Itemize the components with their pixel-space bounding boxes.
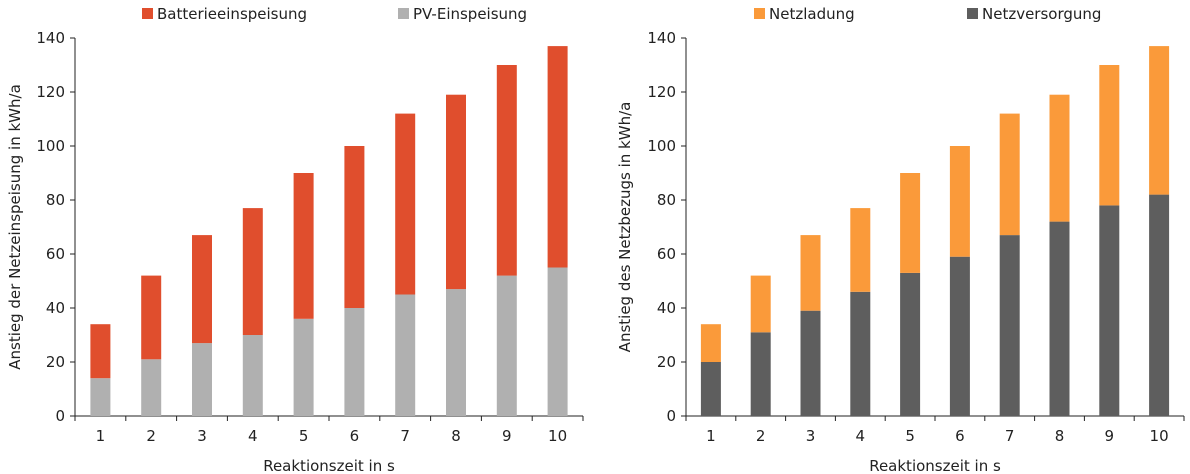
y-tick-label: 100 — [36, 137, 65, 155]
bar-batterieeinspeisung-6 — [344, 146, 365, 308]
bar-pv-einspeisung-10 — [547, 267, 568, 416]
bar-pv-einspeisung-8 — [446, 289, 466, 416]
bar-netzversorgung-2 — [750, 332, 771, 416]
x-tick-label: 7 — [1005, 427, 1015, 445]
x-tick-label: 1 — [96, 427, 106, 445]
y-tick-label: 120 — [36, 83, 65, 101]
bar-netzladung-4 — [850, 208, 871, 292]
bar-netzversorgung-3 — [800, 310, 821, 416]
x-tick-label: 7 — [400, 427, 410, 445]
legend-swatch — [398, 8, 409, 19]
legend-label: Netzladung — [769, 5, 855, 23]
x-tick-label: 8 — [1055, 427, 1065, 445]
bar-batterieeinspeisung-1 — [90, 324, 111, 379]
bar-netzladung-3 — [800, 235, 821, 311]
x-tick-label: 5 — [299, 427, 309, 445]
x-tick-label: 3 — [197, 427, 207, 445]
bar-netzladung-2 — [750, 275, 771, 333]
y-tick-label: 40 — [657, 299, 676, 317]
x-tick-label: 8 — [451, 427, 461, 445]
bar-pv-einspeisung-3 — [192, 343, 212, 416]
y-tick-label: 100 — [647, 137, 676, 155]
bar-pv-einspeisung-9 — [496, 275, 517, 416]
x-tick-label: 10 — [548, 427, 567, 445]
y-tick-label: 120 — [647, 83, 676, 101]
bar-netzversorgung-8 — [1049, 221, 1070, 416]
y-tick-label: 20 — [657, 353, 676, 371]
bar-netzversorgung-4 — [850, 291, 871, 416]
y-tick-label: 60 — [657, 245, 676, 263]
y-tick-label: 80 — [657, 191, 676, 209]
x-tick-label: 2 — [756, 427, 766, 445]
y-tick-label: 0 — [55, 407, 65, 425]
bar-batterieeinspeisung-5 — [293, 173, 314, 319]
bar-netzladung-6 — [949, 146, 970, 257]
bar-batterieeinspeisung-2 — [141, 275, 162, 360]
bar-pv-einspeisung-1 — [90, 378, 111, 416]
bar-netzversorgung-10 — [1149, 194, 1170, 416]
bar-pv-einspeisung-5 — [293, 318, 314, 416]
legend-label: PV-Einspeisung — [413, 5, 527, 23]
legend-swatch — [754, 8, 765, 19]
bar-pv-einspeisung-7 — [395, 294, 416, 416]
y-tick-label: 140 — [36, 29, 65, 47]
x-tick-label: 9 — [502, 427, 512, 445]
y-tick-label: 20 — [46, 353, 65, 371]
bar-pv-einspeisung-4 — [242, 335, 263, 416]
bar-batterieeinspeisung-8 — [446, 94, 466, 290]
legend-swatch — [142, 8, 153, 19]
y-tick-label: 140 — [647, 29, 676, 47]
x-tick-label: 4 — [248, 427, 258, 445]
bar-netzladung-1 — [700, 324, 721, 362]
bar-batterieeinspeisung-3 — [192, 235, 212, 344]
y-tick-label: 60 — [46, 245, 65, 263]
bar-batterieeinspeisung-9 — [496, 65, 517, 276]
bar-batterieeinspeisung-10 — [547, 46, 568, 268]
bar-netzversorgung-1 — [700, 362, 721, 416]
bar-pv-einspeisung-2 — [141, 359, 162, 416]
y-tick-label: 80 — [46, 191, 65, 209]
x-axis-title: Reaktionszeit in s — [263, 457, 395, 474]
y-axis-title: Anstieg der Netzeinspeisung in kWh/a — [6, 84, 24, 370]
x-tick-label: 4 — [856, 427, 866, 445]
legend-label: Batterieeinspeisung — [157, 5, 307, 23]
y-axis-title: Anstieg des Netzbezugs in kWh/a — [616, 102, 634, 353]
x-axis-title: Reaktionszeit in s — [869, 457, 1001, 474]
bar-netzladung-5 — [900, 173, 921, 273]
chart-2: 0 20 40 60 80 100 120 140 1 2 3 4 5 6 7 8 9 10 Reaktionsze… — [616, 5, 1185, 474]
bar-netzversorgung-9 — [1099, 205, 1120, 416]
bar-batterieeinspeisung-7 — [395, 113, 416, 295]
legend-label: Netzversorgung — [982, 5, 1101, 23]
bar-pv-einspeisung-6 — [344, 308, 365, 416]
bar-batterieeinspeisung-4 — [242, 208, 263, 335]
bar-netzladung-7 — [999, 113, 1020, 236]
x-tick-label: 5 — [905, 427, 915, 445]
legend-swatch — [967, 8, 978, 19]
bar-netzladung-10 — [1149, 46, 1170, 195]
x-tick-label: 6 — [955, 427, 965, 445]
chart-1: 0 20 40 60 80 100 120 140 1 2 3 4 5 6 7 8 9 10 Reaktionsze… — [6, 5, 584, 474]
x-tick-label: 3 — [806, 427, 816, 445]
bar-netzladung-8 — [1049, 94, 1070, 222]
bar-netzversorgung-5 — [900, 272, 921, 416]
x-tick-label: 10 — [1150, 427, 1169, 445]
y-tick-label: 0 — [666, 407, 676, 425]
bar-netzversorgung-7 — [999, 235, 1020, 416]
x-tick-label: 6 — [350, 427, 360, 445]
bar-netzversorgung-6 — [949, 256, 970, 416]
x-tick-label: 9 — [1105, 427, 1115, 445]
x-tick-label: 2 — [146, 427, 156, 445]
x-tick-label: 1 — [706, 427, 716, 445]
bar-netzladung-9 — [1099, 65, 1120, 206]
y-tick-label: 40 — [46, 299, 65, 317]
